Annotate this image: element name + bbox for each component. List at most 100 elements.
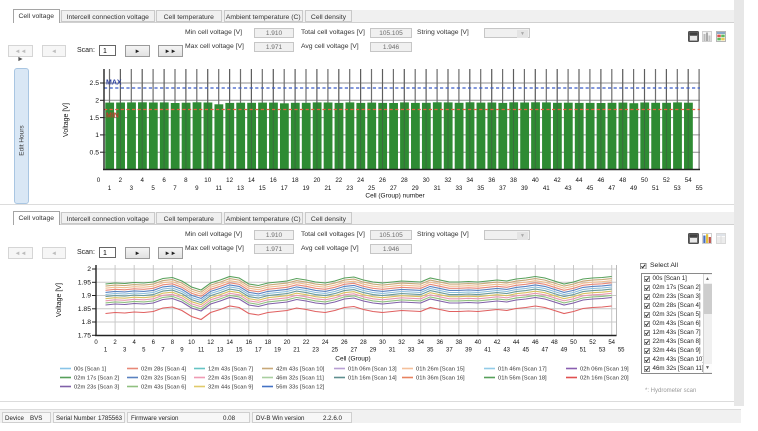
svg-text:20: 20 [284, 340, 291, 346]
svg-text:10: 10 [188, 340, 195, 346]
svg-text:34: 34 [417, 340, 424, 346]
svg-text:19: 19 [303, 185, 310, 192]
svg-text:Voltage [V]: Voltage [V] [63, 103, 70, 137]
svg-text:29: 29 [412, 185, 419, 192]
svg-text:45: 45 [586, 185, 593, 192]
svg-text:15: 15 [236, 348, 243, 354]
svg-text:33: 33 [408, 348, 415, 354]
svg-text:7: 7 [173, 185, 177, 192]
svg-text:1.75: 1.75 [78, 333, 91, 340]
svg-text:34: 34 [466, 177, 473, 184]
svg-text:51: 51 [652, 185, 659, 192]
svg-text:38: 38 [456, 340, 463, 346]
svg-text:42: 42 [494, 340, 501, 346]
svg-text:22: 22 [303, 340, 310, 346]
svg-text:2: 2 [87, 266, 91, 273]
svg-text:3: 3 [123, 348, 127, 354]
svg-text:01h 46m [Scan 17]: 01h 46m [Scan 17] [498, 367, 547, 373]
svg-text:21: 21 [293, 348, 300, 354]
svg-text:02m 17s [Scan 2]: 02m 17s [Scan 2] [74, 376, 120, 382]
svg-text:1.9: 1.9 [82, 293, 92, 300]
svg-text:3: 3 [130, 185, 134, 192]
svg-text:0: 0 [94, 340, 98, 346]
svg-text:46: 46 [532, 340, 539, 346]
svg-text:51: 51 [580, 348, 587, 354]
svg-text:35: 35 [477, 185, 484, 192]
svg-text:01h 26m [Scan 15]: 01h 26m [Scan 15] [416, 367, 465, 373]
svg-text:13: 13 [237, 185, 244, 192]
svg-text:46: 46 [597, 177, 604, 184]
svg-text:1: 1 [95, 132, 99, 139]
svg-text:52: 52 [663, 177, 670, 184]
svg-text:MAX: MAX [106, 80, 122, 87]
svg-text:55: 55 [696, 185, 703, 192]
svg-text:39: 39 [521, 185, 528, 192]
svg-text:01h 56m [Scan 18]: 01h 56m [Scan 18] [498, 376, 547, 382]
svg-text:32m 44s [Scan 9]: 32m 44s [Scan 9] [208, 385, 254, 391]
svg-text:2: 2 [95, 98, 99, 105]
svg-text:42: 42 [554, 177, 561, 184]
svg-text:29: 29 [370, 348, 377, 354]
svg-text:Cell (Group) number: Cell (Group) number [365, 193, 425, 200]
svg-text:02m 28s [Scan 4]: 02m 28s [Scan 4] [141, 367, 187, 373]
svg-text:17: 17 [255, 348, 262, 354]
svg-text:53: 53 [674, 185, 681, 192]
svg-text:02m 43s [Scan 6]: 02m 43s [Scan 6] [141, 385, 187, 391]
svg-text:22m 43s [Scan 8]: 22m 43s [Scan 8] [208, 376, 254, 382]
svg-text:02m 32s [Scan 5]: 02m 32s [Scan 5] [141, 376, 187, 382]
svg-text:24: 24 [357, 177, 364, 184]
svg-text:43: 43 [565, 185, 572, 192]
svg-text:45: 45 [522, 348, 529, 354]
svg-text:52: 52 [589, 340, 596, 346]
svg-text:Cell (Group): Cell (Group) [335, 356, 370, 363]
svg-text:20: 20 [313, 177, 320, 184]
svg-text:47: 47 [542, 348, 549, 354]
svg-text:1.95: 1.95 [78, 280, 91, 287]
svg-text:37: 37 [446, 348, 453, 354]
svg-text:5: 5 [142, 348, 146, 354]
svg-text:27: 27 [390, 185, 397, 192]
svg-text:40: 40 [532, 177, 539, 184]
svg-text:23: 23 [346, 185, 353, 192]
svg-text:6: 6 [152, 340, 156, 346]
svg-text:27: 27 [351, 348, 358, 354]
svg-text:1: 1 [104, 348, 108, 354]
svg-text:38: 38 [510, 177, 517, 184]
svg-text:00s [Scan 1]: 00s [Scan 1] [74, 367, 107, 373]
svg-text:22: 22 [335, 177, 342, 184]
svg-text:2.5: 2.5 [90, 80, 100, 87]
svg-text:33: 33 [455, 185, 462, 192]
svg-text:43: 43 [503, 348, 510, 354]
svg-text:41: 41 [484, 348, 491, 354]
svg-text:02h 16m [Scan 20]: 02h 16m [Scan 20] [580, 376, 629, 382]
svg-text:02h 06m [Scan 19]: 02h 06m [Scan 19] [580, 367, 629, 373]
svg-text:1.8: 1.8 [82, 319, 92, 326]
svg-text:12m 43s [Scan 7]: 12m 43s [Scan 7] [208, 367, 254, 373]
svg-text:17: 17 [281, 185, 288, 192]
svg-text:02m 23s [Scan 3]: 02m 23s [Scan 3] [74, 385, 120, 391]
svg-text:50: 50 [641, 177, 648, 184]
svg-text:49: 49 [561, 348, 568, 354]
svg-text:12: 12 [226, 177, 233, 184]
svg-text:32: 32 [445, 177, 452, 184]
svg-text:54: 54 [685, 177, 692, 184]
svg-text:44: 44 [576, 177, 583, 184]
svg-text:01h 16m [Scan 14]: 01h 16m [Scan 14] [348, 376, 397, 382]
svg-text:54: 54 [608, 340, 615, 346]
svg-text:31: 31 [389, 348, 396, 354]
svg-text:15: 15 [259, 185, 266, 192]
svg-text:13: 13 [217, 348, 224, 354]
svg-text:1: 1 [108, 185, 112, 192]
svg-text:16: 16 [270, 177, 277, 184]
svg-text:40: 40 [475, 340, 482, 346]
svg-text:Voltage [V]: Voltage [V] [56, 283, 63, 317]
svg-text:31: 31 [434, 185, 441, 192]
svg-text:9: 9 [195, 185, 199, 192]
svg-text:4: 4 [140, 177, 144, 184]
svg-text:8: 8 [171, 340, 175, 346]
svg-text:19: 19 [274, 348, 281, 354]
svg-text:18: 18 [265, 340, 272, 346]
svg-text:39: 39 [465, 348, 472, 354]
svg-text:18: 18 [292, 177, 299, 184]
svg-text:2: 2 [119, 177, 123, 184]
